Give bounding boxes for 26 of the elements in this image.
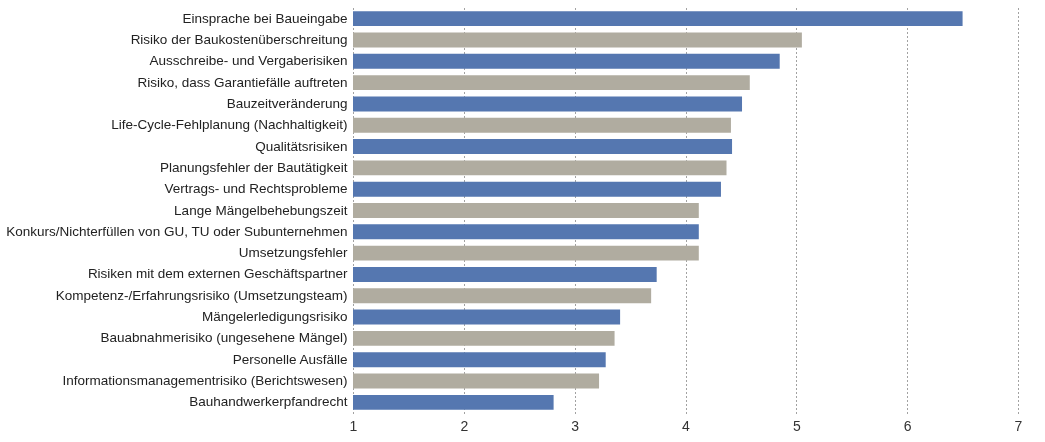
x-tick-label: 5: [792, 417, 801, 434]
y-tick-label: Bauabnahmerisiko (ungesehene Mängel): [100, 330, 348, 346]
x-tick-label: 2: [460, 417, 469, 434]
y-tick-label: Kompetenz-/Erfahrungsrisiko (Umsetzungsteam): [55, 287, 348, 303]
y-tick-label: Informationsmanagementrisiko (Berichtswesen): [62, 373, 348, 389]
y-tick-label: Einsprache bei Baueingabe: [182, 10, 348, 26]
y-tick-label: Risiken mit dem externen Geschäftspartner: [87, 266, 348, 282]
x-tick-label: 1: [349, 417, 358, 434]
y-tick-label: Planungsfehler der Bautätigkeit: [159, 159, 348, 175]
y-tick-label: Life-Cycle-Fehlplanung (Nachhaltigkeit): [111, 117, 348, 133]
x-tick-label: 6: [903, 417, 912, 434]
y-tick-label: Bauzeitveränderung: [226, 95, 348, 111]
y-tick-label: Qualitätsrisiken: [255, 138, 348, 154]
y-tick-label: Risiko, dass Garantiefälle auftreten: [137, 74, 348, 90]
x-tick-label: 7: [1014, 417, 1023, 434]
y-tick-label: Vertrags- und Rechtsprobleme: [164, 181, 348, 197]
y-tick-label: Lange Mängelbehebungszeit: [174, 202, 348, 218]
y-tick-label: Risiko der Baukostenüberschreitung: [130, 31, 348, 47]
y-tick-label: Umsetzungsfehler: [238, 245, 348, 261]
x-tick-label: 4: [682, 417, 691, 434]
y-tick-label: Mängelerledigungsrisiko: [201, 309, 348, 325]
y-tick-label: Ausschreibe- und Vergaberisiken: [149, 53, 348, 69]
y-tick-label: Konkurs/Nichterfüllen von GU, TU oder Subunternehmen: [6, 223, 348, 239]
x-tick-label: 3: [571, 417, 580, 434]
y-tick-label: Bauhandwerkerpfandrecht: [189, 394, 348, 410]
y-tick-label: Personelle Ausfälle: [232, 351, 348, 367]
